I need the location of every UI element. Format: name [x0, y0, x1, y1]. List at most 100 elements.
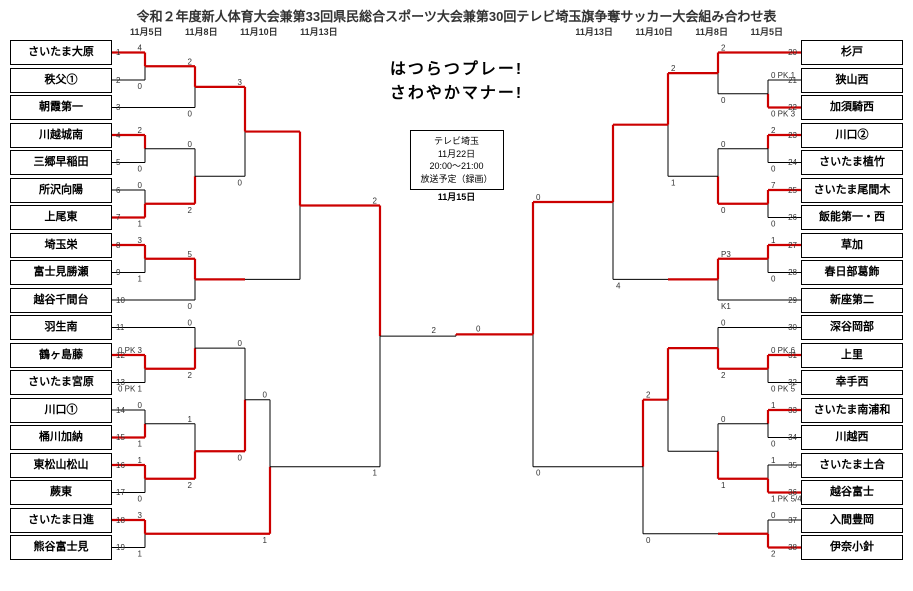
- svg-text:0: 0: [646, 536, 651, 545]
- svg-text:K1: K1: [721, 302, 731, 311]
- seed-number: 7: [116, 213, 120, 222]
- svg-text:0: 0: [138, 165, 143, 174]
- date-r4-left: 11月13日: [300, 25, 338, 38]
- svg-text:0: 0: [721, 319, 726, 328]
- svg-text:0: 0: [188, 319, 193, 328]
- tournament-title: 令和２年度新人体育大会兼第33回県民総合スポーツ大会兼第30回テレビ埼玉旗争奪サ…: [0, 0, 913, 25]
- svg-text:2: 2: [188, 206, 193, 215]
- svg-text:0: 0: [721, 96, 726, 105]
- svg-text:1: 1: [671, 178, 676, 187]
- date-r3-left: 11月10日: [240, 25, 278, 38]
- svg-text:1: 1: [373, 469, 378, 478]
- seed-number: 16: [116, 461, 125, 470]
- svg-text:1: 1: [138, 440, 143, 449]
- svg-text:5: 5: [188, 250, 193, 259]
- seed-number: 17: [116, 488, 125, 497]
- seed-number: 35: [788, 461, 797, 470]
- seed-number: 26: [788, 213, 797, 222]
- seed-number: 25: [788, 186, 797, 195]
- seed-number: 13: [116, 378, 125, 387]
- svg-text:0: 0: [476, 324, 481, 333]
- seed-number: 14: [116, 406, 125, 415]
- svg-text:1: 1: [771, 456, 776, 465]
- svg-text:2: 2: [771, 550, 776, 559]
- svg-text:0: 0: [771, 511, 776, 520]
- seed-number: 1: [116, 48, 120, 57]
- seed-number: 31: [788, 351, 797, 360]
- svg-text:2: 2: [671, 64, 676, 73]
- seed-number: 38: [788, 543, 797, 552]
- svg-text:2: 2: [771, 126, 776, 135]
- date-r1-left: 11月5日: [130, 25, 163, 38]
- seed-number: 11: [116, 323, 124, 332]
- svg-text:4: 4: [138, 44, 143, 53]
- round-dates-left: 11月5日 11月8日 11月10日 11月13日: [120, 25, 380, 38]
- svg-text:1 PK 5/4: 1 PK 5/4: [771, 495, 802, 504]
- svg-text:0: 0: [721, 206, 726, 215]
- svg-text:0: 0: [771, 440, 776, 449]
- seed-number: 6: [116, 186, 120, 195]
- svg-text:0: 0: [721, 140, 726, 149]
- seed-number: 15: [116, 433, 125, 442]
- date-r2-left: 11月8日: [185, 25, 218, 38]
- seed-number: 33: [788, 406, 797, 415]
- seed-number: 29: [788, 296, 797, 305]
- svg-text:0: 0: [536, 469, 541, 478]
- svg-text:0: 0: [138, 82, 143, 91]
- seed-number: 20: [788, 48, 797, 57]
- svg-text:0: 0: [771, 165, 776, 174]
- svg-text:1: 1: [138, 550, 143, 559]
- seed-number: 8: [116, 241, 120, 250]
- seed-number: 36: [788, 488, 797, 497]
- seed-number: 4: [116, 131, 120, 140]
- seed-number: 34: [788, 433, 797, 442]
- svg-text:0: 0: [138, 495, 143, 504]
- svg-text:2: 2: [721, 371, 726, 380]
- seed-number: 28: [788, 268, 797, 277]
- seed-number: 18: [116, 516, 125, 525]
- seed-number: 32: [788, 378, 797, 387]
- svg-text:0: 0: [188, 140, 193, 149]
- svg-text:1: 1: [138, 275, 143, 284]
- svg-text:1: 1: [721, 481, 726, 490]
- seed-number: 27: [788, 241, 797, 250]
- seed-number: 10: [116, 296, 125, 305]
- svg-text:0: 0: [238, 339, 243, 348]
- svg-text:3: 3: [138, 236, 143, 245]
- date-r1-right: 11月5日: [750, 25, 783, 38]
- round-dates-right: 11月13日 11月10日 11月8日 11月5日: [533, 25, 793, 38]
- seed-number: 12: [116, 351, 125, 360]
- svg-text:1: 1: [138, 220, 143, 229]
- seed-number: 37: [788, 516, 797, 525]
- svg-text:0: 0: [721, 415, 726, 424]
- svg-text:0: 0: [238, 178, 243, 187]
- svg-text:2: 2: [188, 371, 193, 380]
- svg-text:2: 2: [646, 391, 651, 400]
- svg-text:0: 0: [138, 181, 143, 190]
- seed-number: 5: [116, 158, 120, 167]
- svg-text:1: 1: [188, 415, 193, 424]
- svg-text:0: 0: [771, 220, 776, 229]
- date-r3-right: 11月10日: [635, 25, 673, 38]
- date-r4-right: 11月13日: [575, 25, 613, 38]
- svg-text:2: 2: [432, 326, 437, 335]
- svg-text:0: 0: [536, 193, 541, 202]
- svg-text:1: 1: [771, 236, 776, 245]
- svg-text:P3: P3: [721, 250, 731, 259]
- svg-text:2: 2: [138, 126, 143, 135]
- svg-text:2: 2: [721, 44, 726, 53]
- svg-text:2: 2: [373, 196, 378, 205]
- svg-text:2: 2: [188, 481, 193, 490]
- svg-text:1: 1: [771, 401, 776, 410]
- seed-number: 21: [788, 76, 797, 85]
- seed-number: 3: [116, 103, 120, 112]
- bracket-lines: 402001310 PK 30 PK 101103120025002123000…: [0, 40, 913, 591]
- seed-number: 30: [788, 323, 797, 332]
- svg-text:3: 3: [138, 511, 143, 520]
- svg-text:2: 2: [188, 57, 193, 66]
- seed-number: 24: [788, 158, 797, 167]
- svg-text:7: 7: [771, 181, 776, 190]
- svg-text:1: 1: [263, 536, 268, 545]
- svg-text:0: 0: [263, 391, 268, 400]
- seed-number: 23: [788, 131, 797, 140]
